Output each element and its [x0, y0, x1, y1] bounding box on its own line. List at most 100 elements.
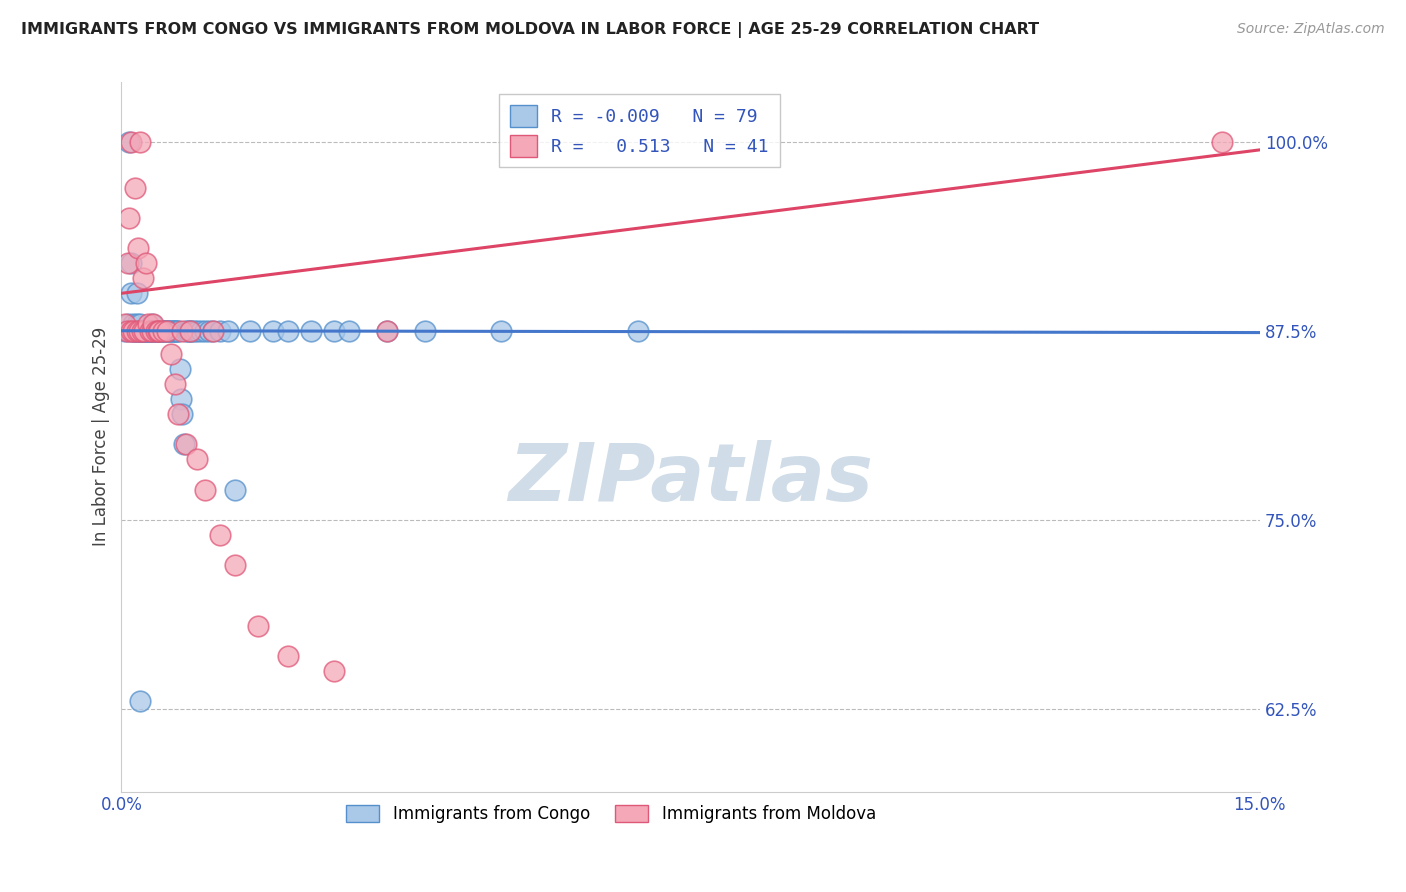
Point — [152, 324, 174, 338]
Point — [118, 324, 141, 338]
Point — [127, 241, 149, 255]
Point — [262, 324, 284, 338]
Point — [186, 324, 208, 338]
Point — [180, 324, 202, 338]
Point — [179, 324, 201, 338]
Point — [146, 324, 169, 338]
Point — [173, 437, 195, 451]
Text: IMMIGRANTS FROM CONGO VS IMMIGRANTS FROM MOLDOVA IN LABOR FORCE | AGE 25-29 CORR: IMMIGRANTS FROM CONGO VS IMMIGRANTS FROM… — [21, 22, 1039, 38]
Point — [194, 324, 217, 338]
Point — [375, 324, 398, 338]
Point — [146, 324, 169, 338]
Point — [120, 136, 142, 150]
Point — [149, 324, 172, 338]
Point — [145, 324, 167, 338]
Point — [337, 324, 360, 338]
Point — [134, 324, 156, 338]
Point — [135, 324, 157, 338]
Point — [209, 324, 232, 338]
Point — [118, 136, 141, 150]
Point — [224, 483, 246, 497]
Point — [136, 317, 159, 331]
Point — [136, 324, 159, 338]
Point — [127, 324, 149, 338]
Point — [125, 317, 148, 331]
Text: Source: ZipAtlas.com: Source: ZipAtlas.com — [1237, 22, 1385, 37]
Point — [141, 317, 163, 331]
Point — [129, 317, 152, 331]
Point — [121, 324, 143, 338]
Point — [114, 324, 136, 338]
Point — [120, 286, 142, 301]
Point — [1211, 136, 1233, 150]
Point — [139, 324, 162, 338]
Point — [156, 324, 179, 338]
Point — [167, 407, 190, 421]
Point — [162, 324, 184, 338]
Point — [201, 324, 224, 338]
Point — [169, 392, 191, 406]
Point — [197, 324, 219, 338]
Point — [135, 256, 157, 270]
Point — [136, 324, 159, 338]
Point — [174, 437, 197, 451]
Point — [172, 407, 194, 421]
Point — [323, 324, 346, 338]
Point — [135, 324, 157, 338]
Point — [239, 324, 262, 338]
Point — [183, 324, 205, 338]
Point — [121, 324, 143, 338]
Point — [162, 324, 184, 338]
Point — [142, 317, 165, 331]
Point — [152, 324, 174, 338]
Point — [141, 324, 163, 338]
Point — [247, 618, 270, 632]
Point — [169, 361, 191, 376]
Point — [143, 324, 166, 338]
Point — [167, 324, 190, 338]
Point — [146, 324, 169, 338]
Y-axis label: In Labor Force | Age 25-29: In Labor Force | Age 25-29 — [93, 327, 110, 547]
Point — [159, 347, 181, 361]
Point — [626, 324, 648, 338]
Point — [489, 324, 512, 338]
Point — [141, 324, 163, 338]
Point — [224, 558, 246, 573]
Point — [148, 324, 170, 338]
Point — [174, 324, 197, 338]
Point — [129, 324, 152, 338]
Point — [128, 324, 150, 338]
Point — [124, 324, 146, 338]
Point — [165, 324, 187, 338]
Point — [277, 324, 299, 338]
Legend: Immigrants from Congo, Immigrants from Moldova: Immigrants from Congo, Immigrants from M… — [339, 798, 883, 830]
Point — [128, 324, 150, 338]
Point — [179, 324, 201, 338]
Text: ZIPatlas: ZIPatlas — [508, 441, 873, 518]
Point — [177, 324, 200, 338]
Point — [299, 324, 322, 338]
Point — [125, 286, 148, 301]
Point — [217, 324, 239, 338]
Point — [190, 324, 212, 338]
Point — [186, 452, 208, 467]
Point — [125, 324, 148, 338]
Point — [166, 324, 188, 338]
Point — [124, 180, 146, 194]
Point — [138, 324, 160, 338]
Point — [201, 324, 224, 338]
Point — [375, 324, 398, 338]
Point — [139, 324, 162, 338]
Point — [129, 694, 152, 708]
Point — [209, 528, 232, 542]
Point — [194, 483, 217, 497]
Point — [157, 324, 180, 338]
Point — [150, 324, 173, 338]
Point — [131, 324, 153, 338]
Point — [134, 324, 156, 338]
Point — [120, 324, 142, 338]
Point — [127, 324, 149, 338]
Point — [117, 317, 139, 331]
Point — [131, 271, 153, 285]
Point — [131, 324, 153, 338]
